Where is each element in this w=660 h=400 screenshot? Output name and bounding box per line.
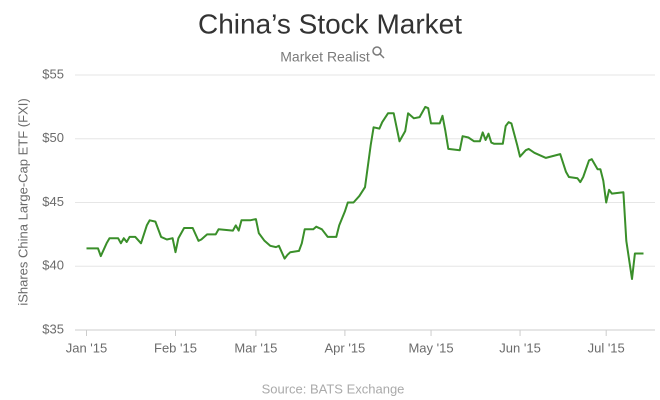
x-tick-label: Jan '15 — [66, 340, 108, 355]
x-tick-label: Feb '15 — [154, 340, 197, 355]
y-tick-label: $35 — [42, 321, 64, 336]
y-tick-label: $50 — [42, 130, 64, 145]
x-tick-label: Mar '15 — [234, 340, 277, 355]
y-tick-label: $55 — [42, 66, 64, 81]
chart-title: China’s Stock Market — [198, 8, 462, 39]
y-axis-label: iShares China Large-Cap ETF (FXI) — [15, 98, 30, 305]
chart-subtitle: Market Realist — [280, 49, 370, 65]
x-tick-label: Jun '15 — [499, 340, 541, 355]
y-tick-label: $45 — [42, 194, 64, 209]
y-tick-label: $40 — [42, 258, 64, 273]
x-tick-label: Apr '15 — [325, 340, 366, 355]
search-icon — [372, 46, 385, 59]
source: Source: BATS Exchange — [262, 381, 405, 396]
price-line — [86, 105, 644, 280]
x-tick-label: May '15 — [408, 340, 453, 355]
x-tick-label: Jul '15 — [588, 340, 625, 355]
